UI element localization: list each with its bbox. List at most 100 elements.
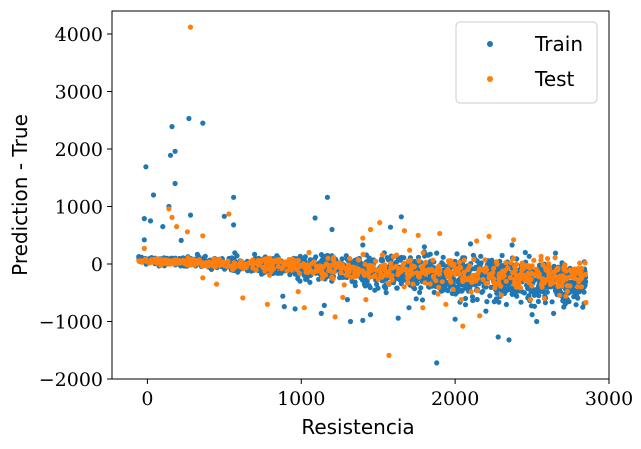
data-point — [546, 271, 552, 278]
data-point — [387, 224, 394, 230]
data-point — [295, 257, 301, 263]
data-point — [435, 291, 441, 297]
data-point — [486, 233, 492, 239]
data-point — [169, 214, 175, 220]
data-point — [275, 264, 281, 270]
data-point — [360, 242, 366, 248]
data-point — [472, 276, 478, 282]
data-point — [184, 229, 190, 235]
data-point — [317, 263, 323, 269]
y-tick-label: −2000 — [39, 369, 103, 391]
data-point — [278, 270, 284, 276]
data-point — [279, 265, 285, 271]
data-point — [486, 275, 492, 281]
data-point — [361, 281, 367, 287]
data-point — [576, 277, 582, 283]
y-tick-label: 0 — [91, 254, 103, 276]
data-point — [360, 317, 366, 323]
data-point — [382, 267, 388, 273]
data-point — [344, 272, 350, 278]
data-point — [331, 254, 337, 261]
data-point — [542, 300, 549, 306]
data-point — [401, 284, 407, 290]
data-point — [326, 264, 333, 270]
data-point — [405, 280, 411, 286]
data-point — [484, 299, 490, 305]
data-point — [347, 256, 353, 262]
data-point — [575, 267, 581, 273]
data-point — [514, 284, 520, 290]
data-point — [232, 250, 238, 256]
x-axis-ticks: 0 1000 2000 3000 — [141, 379, 633, 410]
data-point — [350, 264, 356, 270]
data-point — [498, 292, 504, 298]
y-tick-label: 3000 — [55, 82, 103, 104]
data-point — [491, 299, 497, 305]
data-point — [516, 280, 522, 286]
data-point — [383, 290, 389, 296]
data-point — [153, 259, 159, 265]
data-point — [560, 278, 566, 284]
data-point — [306, 249, 312, 256]
data-point — [483, 308, 489, 314]
data-point — [508, 260, 514, 266]
data-point — [363, 297, 369, 303]
data-point — [532, 272, 538, 279]
data-point — [427, 281, 433, 287]
y-tick-label: 4000 — [55, 24, 103, 46]
data-point — [468, 289, 474, 295]
data-point — [416, 258, 422, 264]
data-point — [409, 263, 415, 269]
data-point — [166, 206, 172, 212]
data-point — [200, 233, 206, 239]
data-point — [312, 215, 318, 221]
data-point — [489, 271, 495, 277]
data-point — [329, 226, 335, 233]
data-point — [410, 281, 416, 287]
data-point — [419, 297, 426, 303]
data-point — [178, 259, 184, 265]
data-point — [366, 264, 372, 270]
data-point — [212, 264, 218, 270]
data-point — [338, 270, 344, 276]
data-point — [259, 271, 265, 277]
data-point — [460, 323, 466, 329]
data-point — [372, 272, 378, 279]
x-tick-label: 2000 — [431, 388, 479, 410]
data-point — [540, 289, 546, 295]
data-point — [331, 269, 337, 275]
data-point — [456, 259, 462, 265]
data-point — [503, 278, 509, 284]
data-point — [478, 253, 484, 259]
data-point — [389, 273, 395, 279]
data-point — [491, 265, 497, 271]
data-point — [578, 284, 585, 290]
data-point — [344, 297, 350, 303]
data-point — [420, 263, 426, 269]
data-point — [539, 280, 545, 286]
data-point — [187, 24, 194, 30]
data-point — [292, 306, 298, 312]
data-point — [205, 263, 211, 269]
data-point — [200, 120, 206, 126]
data-point — [416, 274, 423, 280]
data-point — [552, 250, 559, 256]
data-point — [398, 254, 404, 261]
data-point — [478, 267, 484, 273]
data-point — [420, 250, 426, 256]
data-point — [292, 262, 298, 268]
data-point — [262, 256, 268, 262]
data-point — [297, 270, 303, 276]
data-point — [555, 278, 561, 284]
y-axis-ticks: −2000 −1000 0 1000 2000 3000 4000 — [39, 24, 112, 391]
data-point — [242, 262, 248, 268]
data-point — [332, 314, 338, 320]
data-point — [409, 270, 415, 276]
data-point — [172, 180, 178, 187]
data-point — [487, 293, 493, 299]
data-point — [162, 258, 168, 265]
data-point — [379, 274, 385, 280]
data-point — [557, 292, 563, 298]
data-point — [454, 251, 460, 257]
data-point — [443, 281, 449, 287]
